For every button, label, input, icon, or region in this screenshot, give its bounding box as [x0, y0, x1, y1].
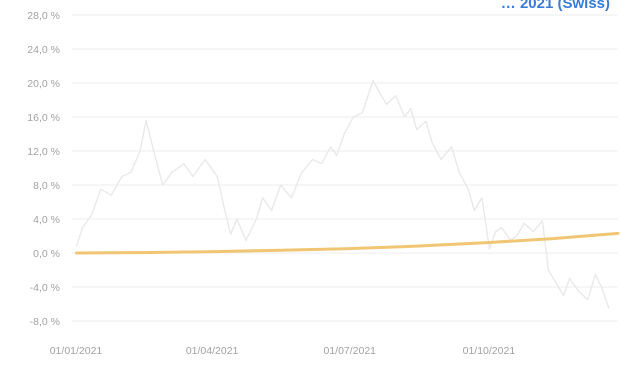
y-tick-label: 16,0 %	[27, 112, 60, 124]
x-tick-label: 01/01/2021	[50, 345, 103, 357]
y-tick-label: -8,0 %	[30, 316, 60, 328]
y-tick-label: 24,0 %	[27, 44, 60, 56]
y-tick-label: 8,0 %	[33, 180, 60, 192]
x-tick-label: 01/04/2021	[186, 345, 239, 357]
gridlines	[72, 14, 618, 322]
plot-area	[75, 79, 620, 309]
y-tick-label: 20,0 %	[27, 78, 60, 90]
y-tick-label: 28,0 %	[27, 10, 60, 22]
chart-title: … 2021 (Swiss)	[501, 0, 610, 12]
x-tick-label: 01/10/2021	[463, 345, 516, 357]
y-tick-label: 4,0 %	[33, 214, 60, 226]
y-tick-label: 0,0 %	[33, 248, 60, 260]
y-tick-label: 12,0 %	[27, 146, 60, 158]
y-axis: -8,0 % -4,0 % 0,0 % 4,0 % 8,0 % 12,0 % 16,0 % 2…	[27, 10, 60, 328]
x-tick-label: 01/07/2021	[323, 345, 376, 357]
y-tick-label: -4,0 %	[30, 282, 60, 294]
x-axis: 01/01/2021 01/04/2021 01/07/2021 01/10/2021	[50, 345, 516, 357]
series-line-2	[75, 231, 620, 255]
series-line-1	[75, 79, 610, 309]
